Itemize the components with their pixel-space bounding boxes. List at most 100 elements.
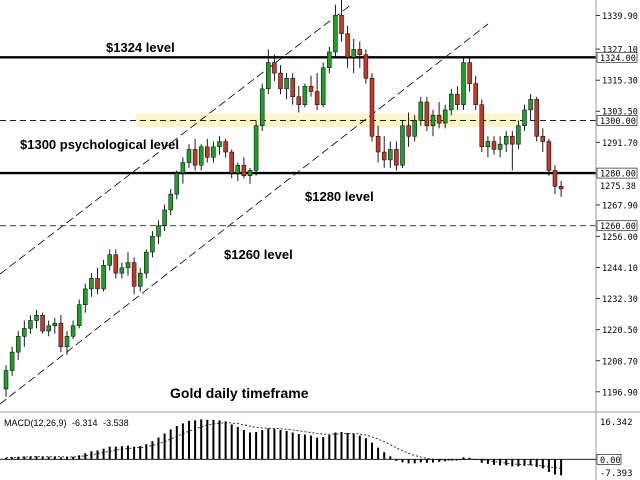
candle-body <box>485 141 491 148</box>
macd-value-2: -3.538 <box>103 418 129 428</box>
candle <box>314 73 320 110</box>
candle-body <box>357 49 363 55</box>
candle <box>144 249 149 279</box>
candle-body <box>339 14 344 34</box>
candle <box>516 120 521 150</box>
candle <box>235 162 241 181</box>
candle <box>162 204 167 232</box>
macd-name: MACD(12,26,9) <box>4 418 67 428</box>
candle-body <box>64 336 70 348</box>
current-price-box <box>597 180 637 191</box>
trend-channel <box>0 3 489 405</box>
price-tick-label: 1339.90 <box>602 12 638 22</box>
price-tick-label: 1327.10 <box>602 46 638 56</box>
timeframe-caption: Gold daily timeframe <box>170 385 309 401</box>
candle-body <box>174 172 180 195</box>
candle <box>278 65 283 95</box>
candle-body <box>186 149 192 163</box>
price-tick-label: 1244.10 <box>602 264 638 274</box>
candle <box>137 267 143 292</box>
candle-body <box>522 109 527 126</box>
candle-body <box>137 272 143 287</box>
candle <box>333 4 338 58</box>
candle <box>28 315 33 334</box>
candle <box>339 0 344 42</box>
price-tick-label: 1208.70 <box>602 357 638 367</box>
candle <box>186 144 192 168</box>
candle <box>510 130 515 171</box>
candle <box>320 62 326 108</box>
zone-1300 <box>136 113 520 128</box>
macd-label: MACD(12,26,9) -6.314 -3.538 <box>4 418 129 428</box>
candle-body <box>272 62 277 74</box>
candle-body <box>552 170 558 187</box>
candle-body <box>510 135 515 145</box>
candle <box>528 94 533 121</box>
candle <box>3 365 9 397</box>
candle-body <box>436 114 442 124</box>
candle-body <box>461 62 466 105</box>
candle-body <box>528 99 533 111</box>
level-axis-label-1260: 1260.00 <box>600 222 636 232</box>
candle <box>76 299 82 329</box>
candle <box>119 262 125 279</box>
candle-body <box>144 251 149 274</box>
candle <box>327 46 332 74</box>
candle-body <box>296 96 302 105</box>
annotation-1324: $1324 level <box>106 40 175 55</box>
candle <box>174 170 180 200</box>
candle <box>406 112 411 147</box>
candle <box>34 309 39 329</box>
candle <box>479 99 485 153</box>
price-tick-label: 1303.50 <box>602 108 638 118</box>
candle-body <box>247 170 253 176</box>
candle <box>205 138 210 163</box>
candle-body <box>70 325 76 337</box>
candle-body <box>467 62 472 84</box>
candle-body <box>558 186 564 190</box>
macd-axis-top: 16.342 <box>600 418 633 428</box>
candle-body <box>107 254 112 266</box>
candle-body <box>253 125 259 171</box>
channel-upper-line <box>0 3 353 275</box>
candle-body <box>430 114 436 126</box>
candle-body <box>192 149 198 166</box>
candle-body <box>546 141 552 171</box>
candle <box>83 283 88 313</box>
candle-body <box>34 314 39 321</box>
price-tick-label: 1315.30 <box>602 77 638 87</box>
candle <box>131 257 137 295</box>
candle <box>558 180 564 197</box>
price-axis: 1339.90 1327.10 1315.30 1303.50 1291.70 1267.… <box>596 12 638 398</box>
annotation-1280: $1280 level <box>305 189 374 204</box>
level-label-box-1324 <box>596 51 638 63</box>
candle-body <box>241 164 247 176</box>
level-axis-label-1324: 1324.00 <box>600 54 636 64</box>
channel-lower-line <box>0 23 489 405</box>
candle <box>223 138 228 158</box>
candle-body <box>223 141 228 153</box>
candle <box>284 73 289 100</box>
candle-body <box>345 33 350 58</box>
candle <box>272 54 277 81</box>
candle <box>455 86 460 110</box>
level-label-box-1260 <box>596 220 638 232</box>
candle <box>15 331 21 360</box>
candle-body <box>46 325 51 332</box>
candle <box>296 86 302 113</box>
candle-body <box>333 14 338 53</box>
level-axis-labels: 1324.00 1300.00 1280.00 1260.00 1275.38 <box>596 51 638 232</box>
candle <box>522 104 527 131</box>
candle-body <box>28 320 33 329</box>
price-tick-label: 1196.90 <box>602 388 638 398</box>
candle-body <box>217 141 222 148</box>
candle <box>211 141 216 163</box>
candle-body <box>442 109 448 124</box>
candle <box>9 346 15 376</box>
candle-body <box>229 151 234 174</box>
candle-body <box>211 146 216 158</box>
candle <box>424 96 430 131</box>
candle <box>436 102 442 129</box>
candle <box>156 220 161 245</box>
candle-body <box>95 278 100 290</box>
